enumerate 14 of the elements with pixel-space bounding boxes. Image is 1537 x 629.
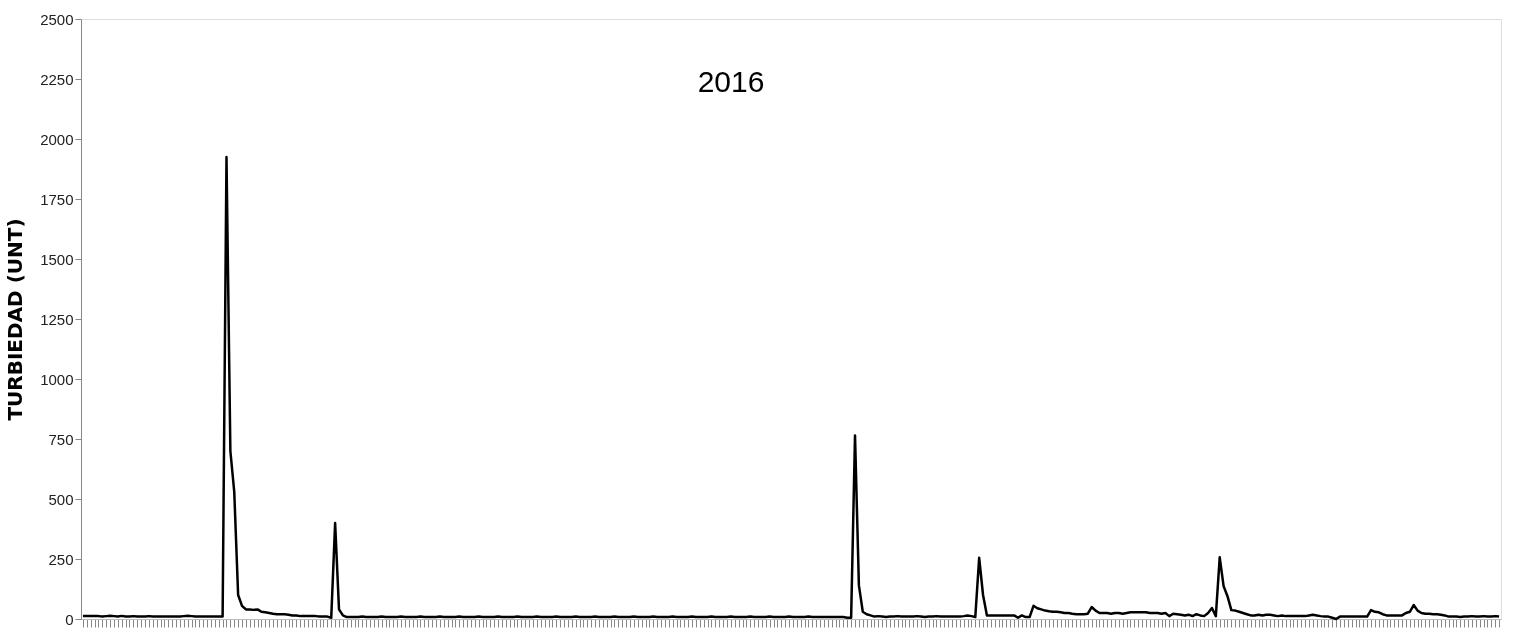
y-tick-label: 2250 <box>40 70 74 88</box>
text: 2016 <box>697 65 765 98</box>
y-axis-title: TURBIEDAD (UNT) <box>3 218 28 421</box>
y-tick-label: 1750 <box>40 190 74 208</box>
y-tick-label: 250 <box>48 550 74 568</box>
line-series <box>81 155 1501 621</box>
y-tick-label: 1250 <box>40 310 74 328</box>
y-tick-label: 0 <box>65 610 74 628</box>
y-tick-label: 1000 <box>40 370 74 388</box>
y-tick-label: 2500 <box>40 10 74 28</box>
y-tick-label: 750 <box>48 430 74 448</box>
y-tick-label: 2000 <box>40 130 74 148</box>
y-tick-label: 1500 <box>40 250 74 268</box>
y-tick-label: 500 <box>48 490 74 508</box>
